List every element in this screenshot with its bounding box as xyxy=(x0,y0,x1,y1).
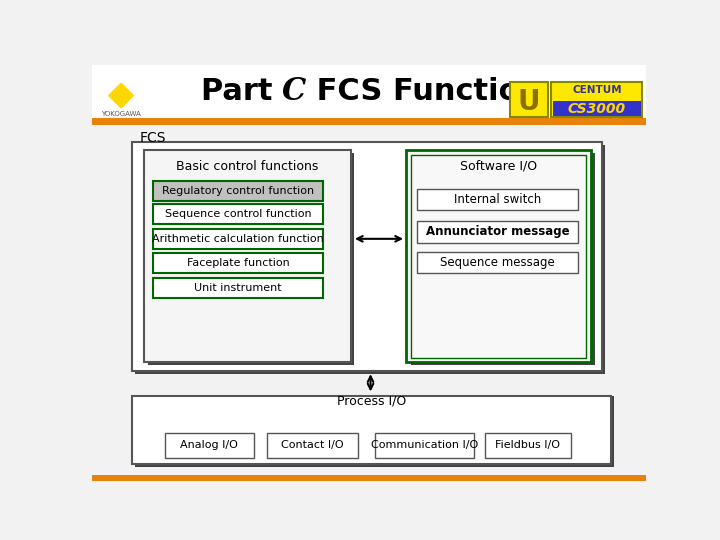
Bar xyxy=(553,101,641,117)
Text: CS3000: CS3000 xyxy=(568,102,626,116)
Bar xyxy=(485,433,571,457)
Text: Process I/O: Process I/O xyxy=(337,394,406,407)
Polygon shape xyxy=(109,83,133,108)
Text: Part: Part xyxy=(201,77,283,106)
Bar xyxy=(144,150,351,362)
Text: Faceplate function: Faceplate function xyxy=(186,259,289,268)
Bar xyxy=(417,252,578,273)
Bar xyxy=(165,433,253,457)
Bar xyxy=(92,118,647,125)
Bar xyxy=(153,181,323,201)
Text: Analog I/O: Analog I/O xyxy=(180,440,238,450)
Bar xyxy=(406,150,590,362)
Text: Sequence control function: Sequence control function xyxy=(165,209,312,219)
Bar xyxy=(510,82,549,117)
Text: Software I/O: Software I/O xyxy=(460,160,537,173)
Bar xyxy=(417,189,578,211)
Bar xyxy=(417,221,578,242)
Bar xyxy=(410,153,595,365)
Bar xyxy=(410,155,586,358)
Text: C: C xyxy=(282,76,306,107)
Text: Unit instrument: Unit instrument xyxy=(194,283,282,293)
Bar xyxy=(153,204,323,224)
Bar xyxy=(153,278,323,298)
Bar xyxy=(267,433,359,457)
Bar xyxy=(552,82,642,117)
Bar xyxy=(153,229,323,249)
Text: Internal switch: Internal switch xyxy=(454,193,541,206)
Text: FCS: FCS xyxy=(140,131,166,145)
Bar xyxy=(148,153,354,365)
Text: Regulatory control function: Regulatory control function xyxy=(162,186,314,196)
Bar xyxy=(375,433,474,457)
Text: Sequence message: Sequence message xyxy=(440,256,555,269)
Bar xyxy=(153,253,323,273)
Text: CENTUM: CENTUM xyxy=(572,85,622,95)
Text: FCS Function: FCS Function xyxy=(306,77,541,106)
Bar xyxy=(92,65,647,119)
Bar xyxy=(135,145,605,374)
Bar xyxy=(135,396,614,467)
Text: YOKOGAWA: YOKOGAWA xyxy=(102,111,141,117)
Text: Communication I/O: Communication I/O xyxy=(371,440,478,450)
Bar xyxy=(132,142,601,372)
Text: Basic control functions: Basic control functions xyxy=(176,160,318,173)
Text: Contact I/O: Contact I/O xyxy=(282,440,344,450)
Text: Fieldbus I/O: Fieldbus I/O xyxy=(495,440,560,450)
Bar xyxy=(132,396,611,464)
Text: U: U xyxy=(518,88,541,116)
Bar xyxy=(92,125,647,475)
Text: Annunciator message: Annunciator message xyxy=(426,225,570,238)
Text: Arithmetic calculation function: Arithmetic calculation function xyxy=(152,234,324,244)
Bar xyxy=(92,475,647,481)
